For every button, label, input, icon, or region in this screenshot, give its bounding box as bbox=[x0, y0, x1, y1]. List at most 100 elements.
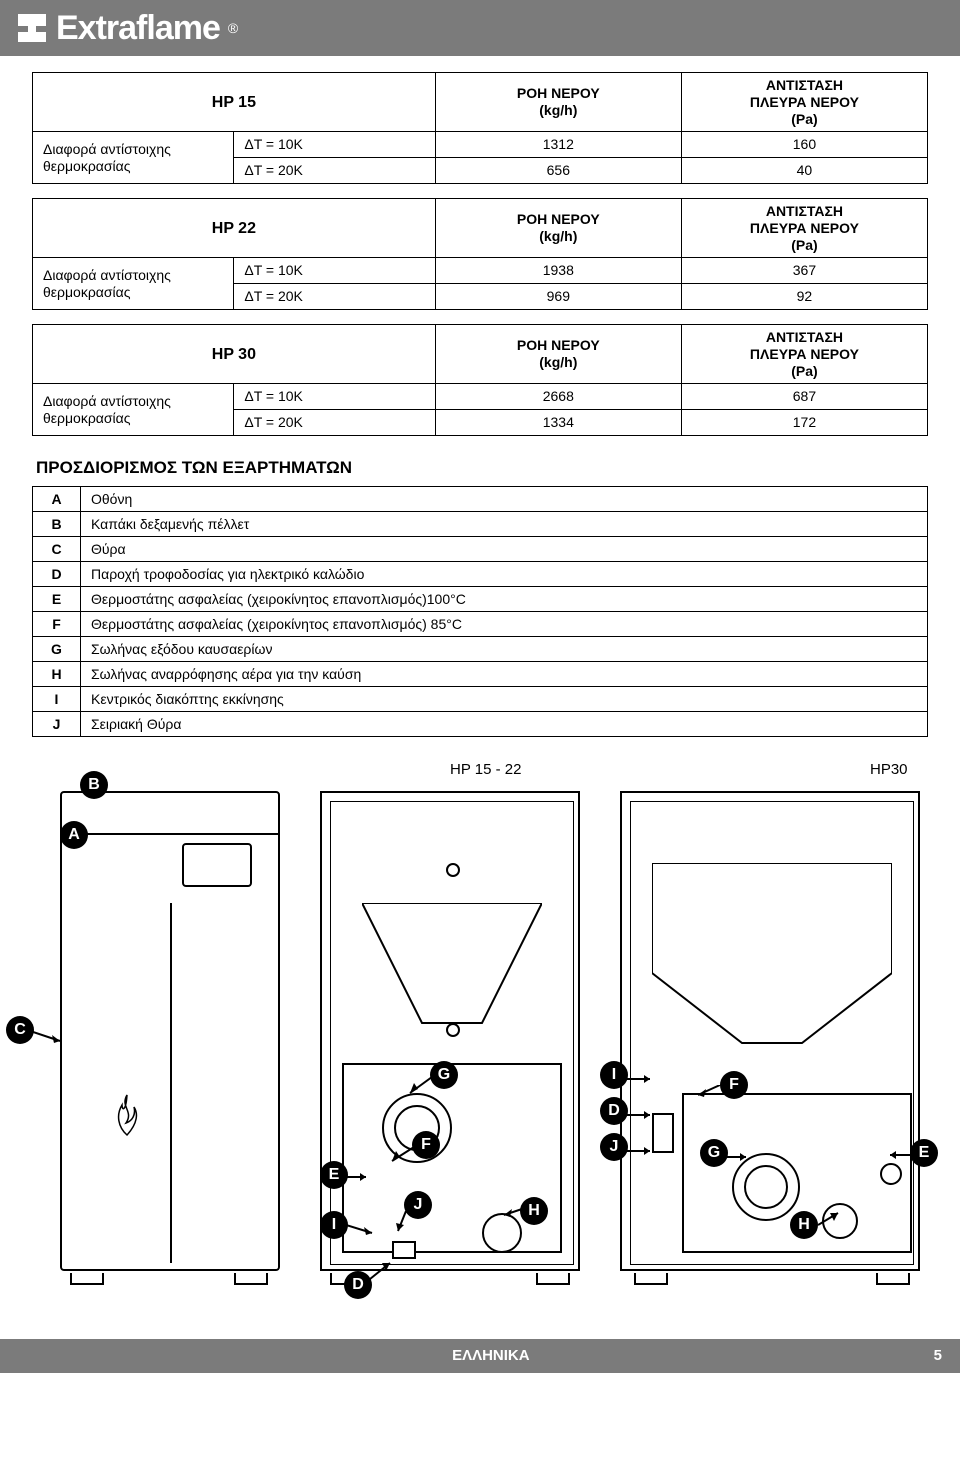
component-label: Σωλήνας εξόδου καυσαερίων bbox=[81, 636, 928, 661]
component-label: Σωλήνας αναρρόφησης αέρα για την καύση bbox=[81, 661, 928, 686]
arrow-f1-icon bbox=[388, 1147, 416, 1165]
badge-g-2: G bbox=[700, 1139, 728, 1167]
component-label: Παροχή τροφοδοσίας για ηλεκτρικό καλώδιο bbox=[81, 561, 928, 586]
badge-j-2: J bbox=[600, 1133, 628, 1161]
arrow-e2-icon bbox=[888, 1151, 912, 1161]
component-key: A bbox=[33, 486, 81, 511]
component-key: H bbox=[33, 661, 81, 686]
badge-f-2: F bbox=[720, 1071, 748, 1099]
component-key: G bbox=[33, 636, 81, 661]
hp22-title: HP 22 bbox=[33, 198, 436, 257]
hp22-col1-h: ΡΟΗ ΝΕΡΟΥ (kg/h) bbox=[435, 198, 681, 257]
hp30-rowlabel: Διαφορά αντίστοιχης θερμοκρασίας bbox=[33, 384, 234, 436]
component-key: F bbox=[33, 611, 81, 636]
arrow-h1-icon bbox=[500, 1205, 524, 1219]
diagram-area: HP 15 - 22 HP30 B A C bbox=[0, 761, 960, 1321]
arrow-j2-icon bbox=[626, 1147, 654, 1157]
hp22-r2-flow: 969 bbox=[435, 284, 681, 310]
hp15-col1-h: ΡΟΗ ΝΕΡΟΥ (kg/h) bbox=[435, 73, 681, 132]
hp-block-15: HP 15 ΡΟΗ ΝΕΡΟΥ (kg/h) ΑΝΤΙΣΤΑΣΗ ΠΛΕΥΡΑ … bbox=[32, 72, 928, 184]
badge-i-2: I bbox=[600, 1061, 628, 1089]
hp22-r2-res: 92 bbox=[681, 284, 927, 310]
badge-d-1: D bbox=[344, 1271, 372, 1299]
hp22-r1-dt: ΔT = 10K bbox=[234, 258, 435, 284]
hp22-rowlabel: Διαφορά αντίστοιχης θερμοκρασίας bbox=[33, 258, 234, 310]
hp15-r1-flow: 1312 bbox=[435, 132, 681, 158]
hp30-col2-h: ΑΝΤΙΣΤΑΣΗ ΠΛΕΥΡΑ ΝΕΡΟΥ (Pa) bbox=[681, 324, 927, 383]
arrow-h2-icon bbox=[818, 1211, 842, 1229]
component-key: I bbox=[33, 686, 81, 711]
hp15-col2-h: ΑΝΤΙΣΤΑΣΗ ΠΛΕΥΡΑ ΝΕΡΟΥ (Pa) bbox=[681, 73, 927, 132]
component-row: HΣωλήνας αναρρόφησης αέρα για την καύση bbox=[33, 661, 928, 686]
components-title: ΠΡΟΣΔΙΟΡΙΣΜΟΣ ΤΩΝ ΕΞΑΡΤΗΜΑΤΩΝ bbox=[36, 458, 928, 478]
hp22-r2-dt: ΔT = 20K bbox=[234, 284, 435, 310]
arrow-i2-icon bbox=[626, 1075, 654, 1085]
badge-i-1: I bbox=[320, 1211, 348, 1239]
brand-mark-icon bbox=[14, 12, 50, 44]
hp15-title: HP 15 bbox=[33, 73, 436, 132]
footer-page: 5 bbox=[934, 1347, 942, 1364]
hp30-r2-flow: 1334 bbox=[435, 410, 681, 436]
badge-e-1: E bbox=[320, 1161, 348, 1189]
badge-d-2: D bbox=[600, 1097, 628, 1125]
component-row: IΚεντρικός διακόπτης εκκίνησης bbox=[33, 686, 928, 711]
flame-icon bbox=[112, 1093, 142, 1137]
hp30-r1-res: 687 bbox=[681, 384, 927, 410]
component-label: Σειριακή Θύρα bbox=[81, 711, 928, 736]
footer-language: ΕΛΛΗΝΙΚΑ bbox=[48, 1347, 934, 1364]
components-table: AΟθόνηBΚαπάκι δεξαμενής πέλλετCΘύραDΠαρο… bbox=[32, 486, 928, 737]
arrow-c-icon bbox=[30, 1029, 64, 1043]
diagram-label-left: HP 15 - 22 bbox=[450, 761, 521, 778]
arrow-g1-icon bbox=[406, 1077, 434, 1097]
registered-mark: ® bbox=[228, 20, 237, 36]
hopper-icon-2 bbox=[652, 863, 892, 1053]
badge-a: A bbox=[60, 821, 88, 849]
badge-e-2: E bbox=[910, 1139, 938, 1167]
hp15-r2-res: 40 bbox=[681, 158, 927, 184]
hp22-r1-res: 367 bbox=[681, 258, 927, 284]
front-unit bbox=[60, 791, 280, 1271]
badge-b: B bbox=[80, 771, 108, 799]
hp-block-22: HP 22 ΡΟΗ ΝΕΡΟΥ (kg/h) ΑΝΤΙΣΤΑΣΗ ΠΛΕΥΡΑ … bbox=[32, 198, 928, 310]
component-label: Καπάκι δεξαμενής πέλλετ bbox=[81, 511, 928, 536]
component-row: JΣειριακή Θύρα bbox=[33, 711, 928, 736]
badge-h-1: H bbox=[520, 1197, 548, 1225]
hp30-r1-dt: ΔT = 10K bbox=[234, 384, 435, 410]
display-icon bbox=[182, 843, 252, 887]
hp30-r2-res: 172 bbox=[681, 410, 927, 436]
badge-h-2: H bbox=[790, 1211, 818, 1239]
component-label: Κεντρικός διακόπτης εκκίνησης bbox=[81, 686, 928, 711]
badge-f-1: F bbox=[412, 1131, 440, 1159]
hp15-r1-res: 160 bbox=[681, 132, 927, 158]
component-row: GΣωλήνας εξόδου καυσαερίων bbox=[33, 636, 928, 661]
page-content: HP 15 ΡΟΗ ΝΕΡΟΥ (kg/h) ΑΝΤΙΣΤΑΣΗ ΠΛΕΥΡΑ … bbox=[0, 56, 960, 737]
component-label: Θερμοστάτης ασφαλείας (χειροκίνητος επαν… bbox=[81, 586, 928, 611]
component-key: B bbox=[33, 511, 81, 536]
component-row: EΘερμοστάτης ασφαλείας (χειροκίνητος επα… bbox=[33, 586, 928, 611]
header-bar: Extraflame ® bbox=[0, 0, 960, 56]
component-label: Οθόνη bbox=[81, 486, 928, 511]
diagram-label-right: HP30 bbox=[870, 761, 908, 778]
hopper-icon bbox=[362, 903, 542, 1033]
air-intake-icon bbox=[482, 1213, 522, 1253]
component-key: C bbox=[33, 536, 81, 561]
arrow-d2-icon bbox=[626, 1111, 654, 1121]
component-key: J bbox=[33, 711, 81, 736]
component-key: E bbox=[33, 586, 81, 611]
hp22-r1-flow: 1938 bbox=[435, 258, 681, 284]
arrow-g2-icon bbox=[726, 1153, 750, 1163]
arrow-e1-icon bbox=[346, 1173, 370, 1183]
arrow-f2-icon bbox=[694, 1085, 722, 1099]
component-label: Θύρα bbox=[81, 536, 928, 561]
component-row: CΘύρα bbox=[33, 536, 928, 561]
hp15-r2-dt: ΔT = 20K bbox=[234, 158, 435, 184]
hp15-r2-flow: 656 bbox=[435, 158, 681, 184]
hp22-col2-h: ΑΝΤΙΣΤΑΣΗ ΠΛΕΥΡΑ ΝΕΡΟΥ (Pa) bbox=[681, 198, 927, 257]
brand-logo: Extraflame ® bbox=[14, 9, 237, 48]
hp15-r1-dt: ΔT = 10K bbox=[234, 132, 435, 158]
hp30-r2-dt: ΔT = 20K bbox=[234, 410, 435, 436]
component-row: FΘερμοστάτης ασφαλείας (χειροκίνητος επα… bbox=[33, 611, 928, 636]
component-row: BΚαπάκι δεξαμενής πέλλετ bbox=[33, 511, 928, 536]
brand-text: Extraflame bbox=[56, 9, 220, 48]
arrow-d1-icon bbox=[370, 1261, 394, 1281]
